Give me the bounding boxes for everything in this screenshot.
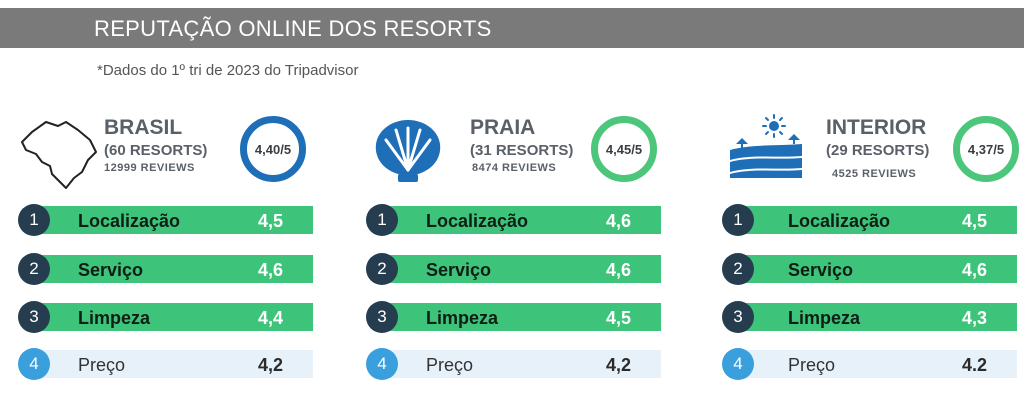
category-row: 1 Localização 4,6 (366, 204, 661, 236)
rank-circle: 3 (722, 301, 754, 333)
category-row: 3 Limpeza 4,5 (366, 301, 661, 333)
rank-circle: 4 (722, 348, 754, 380)
category-label: Serviço (426, 260, 492, 280)
category-value: 4,4 (257, 308, 283, 328)
rank-circle: 2 (18, 253, 50, 285)
category-label: Preço (788, 355, 836, 375)
category-label: Limpeza (78, 308, 151, 328)
category-label: Preço (426, 355, 474, 375)
category-row: 4 Preço 4,2 (18, 348, 313, 380)
category-bar (376, 206, 661, 234)
rank-circle: 4 (366, 348, 398, 380)
category-label: Serviço (78, 260, 144, 280)
category-row: 4 Preço 4.2 (722, 348, 1017, 380)
category-value: 4,5 (961, 211, 987, 231)
category-value: 4,3 (961, 308, 987, 328)
category-bar (732, 303, 1017, 331)
resort-count: (60 RESORTS) (104, 142, 208, 159)
category-label: Limpeza (426, 308, 499, 328)
overall-score-badge: 4,40/5 (240, 116, 306, 182)
region-name: INTERIOR (826, 116, 927, 139)
category-row: 3 Limpeza 4,3 (722, 301, 1017, 333)
countryside-icon (730, 114, 802, 178)
category-row: 4 Preço 4,2 (366, 348, 661, 380)
header-bar: REPUTAÇÃO ONLINE DOS RESORTS (0, 8, 1024, 48)
overall-score-badge: 4,37/5 (953, 116, 1019, 182)
resort-count: (29 RESORTS) (826, 142, 930, 159)
category-label: Localização (78, 211, 181, 231)
category-row: 2 Serviço 4,6 (722, 253, 1017, 285)
shell-icon (375, 120, 441, 182)
category-value: 4,6 (257, 260, 283, 280)
category-bar (28, 303, 313, 331)
region-name: BRASIL (104, 116, 183, 139)
category-label: Preço (78, 355, 126, 375)
category-bar (732, 206, 1017, 234)
category-label: Limpeza (788, 308, 861, 328)
rank-circle: 1 (366, 204, 398, 236)
category-bar (28, 255, 313, 283)
rank-circle: 3 (18, 301, 50, 333)
category-label: Serviço (788, 260, 854, 280)
review-count: 8474 REVIEWS (472, 162, 557, 174)
rank-circle: 1 (722, 204, 754, 236)
category-value: 4,5 (605, 308, 631, 328)
rank-circle: 3 (366, 301, 398, 333)
category-row: 2 Serviço 4,6 (366, 253, 661, 285)
category-row: 2 Serviço 4,6 (18, 253, 313, 285)
category-value: 4,2 (257, 355, 283, 375)
category-value: 4,5 (257, 211, 283, 231)
category-bar (376, 255, 661, 283)
category-bar (28, 206, 313, 234)
category-value: 4,2 (605, 355, 631, 375)
category-value: 4,6 (605, 211, 631, 231)
category-bar (28, 350, 313, 378)
category-row: 1 Localização 4,5 (18, 204, 313, 236)
rank-circle: 4 (18, 348, 50, 380)
category-bar (732, 350, 1017, 378)
rank-circle: 2 (722, 253, 754, 285)
source-note: *Dados do 1º tri de 2023 do Tripadvisor (97, 62, 359, 79)
review-count: 4525 REVIEWS (832, 168, 917, 180)
category-label: Localização (788, 211, 891, 231)
region-interior: INTERIOR (29 RESORTS) 4525 REVIEWS 4,37/… (722, 110, 1022, 400)
region-name: PRAIA (470, 116, 536, 139)
rank-circle: 2 (366, 253, 398, 285)
category-value: 4.2 (961, 355, 987, 375)
resort-count: (31 RESORTS) (470, 142, 574, 159)
review-count: 12999 REVIEWS (104, 162, 195, 174)
region-brasil: BRASIL (60 RESORTS) 12999 REVIEWS 4,40/5… (18, 110, 318, 400)
category-row: 3 Limpeza 4,4 (18, 301, 313, 333)
region-praia: PRAIA (31 RESORTS) 8474 REVIEWS 4,45/5 1… (366, 110, 666, 400)
category-bar (376, 350, 661, 378)
category-value: 4,6 (605, 260, 631, 280)
category-bar (376, 303, 661, 331)
brazil-map-icon (21, 121, 97, 189)
category-bar (732, 255, 1017, 283)
category-value: 4,6 (961, 260, 987, 280)
rank-circle: 1 (18, 204, 50, 236)
category-label: Localização (426, 211, 529, 231)
page-title: REPUTAÇÃO ONLINE DOS RESORTS (94, 16, 492, 41)
overall-score-badge: 4,45/5 (591, 116, 657, 182)
category-row: 1 Localização 4,5 (722, 204, 1017, 236)
